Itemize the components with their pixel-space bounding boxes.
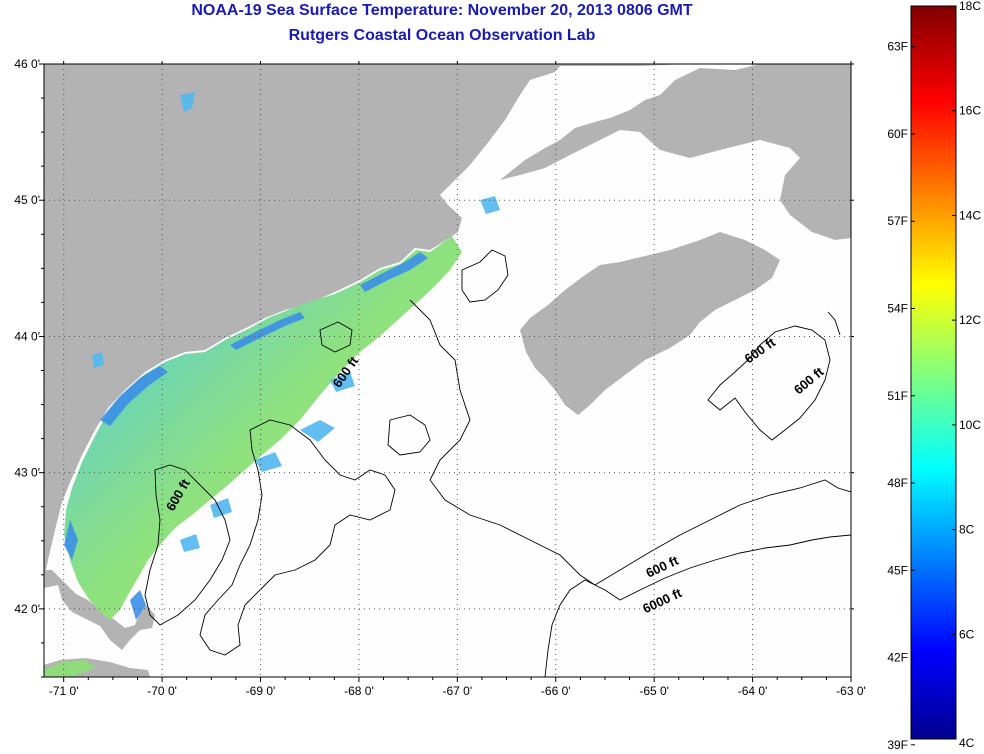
lat-tick-label: 45 0' — [14, 193, 40, 207]
lon-tick-label: -70 0' — [147, 684, 177, 698]
lon-axis-labels: -71 0' -70 0' -69 0' -68 0' -67 0' -66 0' -65 … — [49, 684, 866, 698]
bathymetry-contours — [144, 249, 851, 677]
celsius-label: 12C — [959, 313, 981, 327]
celsius-label: 10C — [959, 418, 981, 432]
lat-tick-label: 46 0' — [14, 57, 40, 71]
colorbar-celsius-labels: 18C 16C 14C 12C 10C 8C 6C 4C — [959, 0, 981, 750]
colorbar-fahrenheit-labels: 63F 60F 57F 54F 51F 48F 45F 42F 39F — [887, 40, 908, 752]
fahrenheit-label: 60F — [887, 127, 908, 141]
graticule — [44, 64, 851, 677]
colorbar-ticks — [911, 5, 956, 746]
map-title: NOAA-19 Sea Surface Temperature: Novembe… — [191, 2, 693, 19]
fahrenheit-label: 45F — [887, 563, 908, 577]
fahrenheit-label: 39F — [887, 738, 908, 752]
celsius-label: 16C — [959, 104, 981, 118]
fahrenheit-label: 48F — [887, 476, 908, 490]
lon-tick-label: -66 0' — [541, 684, 571, 698]
contour-600-ne — [707, 311, 841, 441]
lat-tick-label: 42 0' — [14, 602, 40, 616]
lat-tick-label: 44 0' — [14, 329, 40, 343]
lon-tick-label: -67 0' — [443, 684, 473, 698]
contour-600-mid — [199, 419, 396, 656]
map-axis-ticks — [39, 61, 854, 682]
colorbar: 18C 16C 14C 12C 10C 8C 6C 4C 63F 60F 57F 54F 51F 48F… — [887, 0, 981, 752]
lon-tick-label: -68 0' — [344, 684, 374, 698]
fahrenheit-label: 54F — [887, 302, 908, 316]
lon-tick-label: -64 0' — [738, 684, 768, 698]
sst-coverage — [44, 64, 851, 677]
contour-600-main — [409, 249, 851, 586]
celsius-label: 14C — [959, 208, 981, 222]
fahrenheit-label: 63F — [887, 40, 908, 54]
lon-tick-label: -71 0' — [49, 684, 79, 698]
contour-600-banks — [319, 321, 431, 456]
fahrenheit-label: 51F — [887, 389, 908, 403]
celsius-label: 6C — [959, 627, 975, 641]
lon-tick-label: -63 0' — [836, 684, 866, 698]
lon-tick-label: -69 0' — [246, 684, 276, 698]
celsius-label: 8C — [959, 523, 975, 537]
fahrenheit-label: 57F — [887, 214, 908, 228]
lon-tick-label: -65 0' — [639, 684, 669, 698]
lat-tick-label: 43 0' — [14, 466, 40, 480]
contour-600-inner — [144, 464, 231, 626]
fahrenheit-label: 42F — [887, 651, 908, 665]
map-subtitle: Rutgers Coastal Ocean Observation Lab — [288, 27, 596, 44]
celsius-label: 18C — [959, 0, 981, 13]
celsius-label: 4C — [959, 736, 975, 750]
contour-6000 — [544, 534, 851, 677]
lat-axis-labels: 46 0' 45 0' 44 0' 43 0' 42 0' — [14, 57, 40, 616]
colorbar-ramp — [910, 5, 957, 740]
